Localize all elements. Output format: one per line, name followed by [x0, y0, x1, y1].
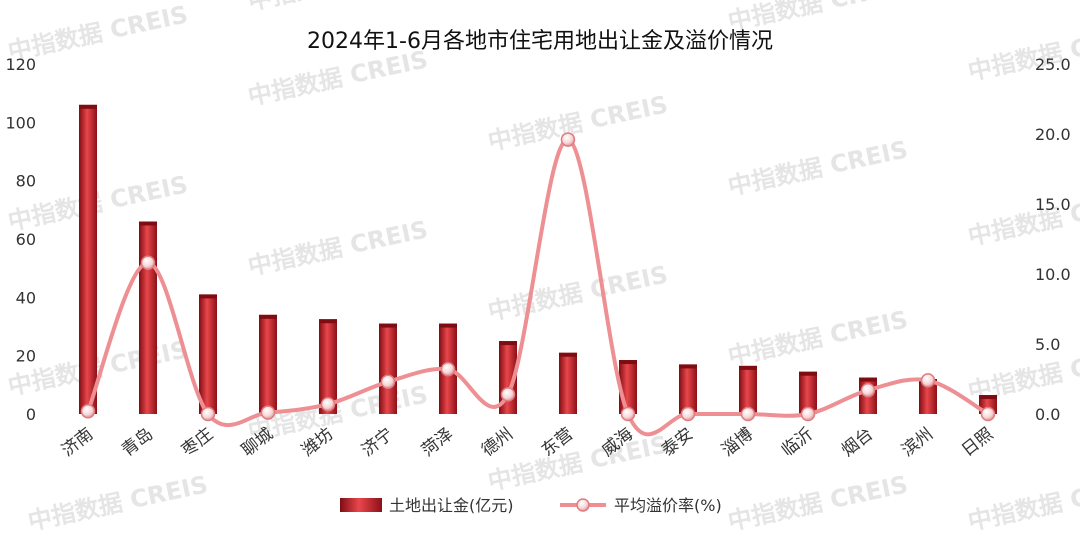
y-left-tick-label: 60	[16, 230, 36, 249]
rate-point-日照	[980, 406, 996, 422]
y-right-tick-label: 5.0	[1035, 335, 1060, 354]
bar-cap	[79, 104, 97, 109]
rate-point-济宁	[380, 374, 396, 390]
x-tick-label: 烟台	[838, 424, 877, 461]
bar-潍坊	[319, 319, 337, 414]
x-tick-label: 临沂	[778, 424, 817, 461]
rate-point-泰安	[680, 406, 696, 422]
y-left-tick-label: 100	[5, 113, 36, 132]
watermark-text: 中指数据 CREIS	[725, 470, 910, 535]
watermark-text: 中指数据 CREIS	[965, 470, 1080, 535]
bar-济南	[79, 104, 97, 414]
rate-point-滨州	[920, 373, 936, 388]
chart-title: 2024年1-6月各地市住宅用地出让金及溢价情况	[307, 29, 773, 54]
y-right-tick-label: 0.0	[1035, 405, 1060, 424]
legend: 土地出让金(亿元) 平均溢价率(%)	[340, 496, 722, 515]
bar-cap	[739, 365, 757, 370]
y-right-tick-label: 15.0	[1035, 195, 1071, 214]
bar-cap	[559, 352, 577, 357]
bar-cap	[319, 319, 337, 324]
bar-cap	[499, 341, 517, 346]
bar-cap	[139, 221, 157, 226]
x-tick-label: 德州	[478, 424, 517, 461]
y-right-tick-label: 25.0	[1035, 55, 1071, 74]
rate-point-威海	[620, 406, 636, 422]
rate-point-东营	[560, 132, 576, 147]
rate-point-青岛	[140, 255, 156, 271]
bar-青岛	[139, 221, 157, 414]
bar-cap	[799, 371, 817, 376]
watermark-text: 中指数据 CREIS	[245, 0, 430, 16]
watermark-text: 中指数据 CREIS	[725, 135, 910, 200]
legend-line-marker	[576, 498, 590, 512]
watermark-text: 中指数据 CREIS	[485, 260, 670, 325]
watermark-text: 中指数据 CREIS	[725, 305, 910, 370]
bar-泰安	[679, 364, 697, 414]
bar-cap	[619, 360, 637, 365]
bar-cap	[379, 323, 397, 328]
bar-滨州	[919, 379, 937, 414]
x-tick-label: 济宁	[358, 424, 397, 461]
bar-cap	[679, 364, 697, 369]
y-axis-left: 0 20 40 60 80 100 120	[5, 55, 36, 424]
rate-point-济南	[80, 403, 96, 419]
y-right-tick-label: 10.0	[1035, 265, 1071, 284]
bar-东营	[559, 352, 577, 414]
x-tick-label: 枣庄	[178, 424, 217, 461]
rate-point-淄博	[740, 406, 756, 422]
y-right-tick-label: 20.0	[1035, 125, 1071, 144]
legend-bar-swatch	[340, 498, 382, 512]
x-tick-label: 日照	[958, 424, 997, 461]
x-tick-label: 青岛	[118, 424, 157, 461]
bar-cap	[979, 395, 997, 400]
y-left-tick-label: 20	[16, 347, 36, 366]
bar-cap	[199, 294, 217, 299]
rate-point-枣庄	[200, 406, 216, 422]
x-tick-label: 菏泽	[418, 424, 457, 461]
line-series	[80, 132, 996, 437]
watermark-text: 中指数据 CREIS	[5, 335, 190, 400]
legend-bar-label: 土地出让金(亿元)	[389, 496, 514, 515]
bar-济宁	[379, 323, 397, 414]
rate-point-聊城	[260, 405, 276, 420]
x-tick-label: 济南	[58, 424, 97, 461]
y-left-tick-label: 40	[16, 288, 36, 307]
rate-point-临沂	[800, 406, 816, 422]
watermark-text: 中指数据 CREIS	[965, 20, 1080, 85]
y-left-tick-label: 80	[16, 172, 36, 191]
bar-聊城	[259, 314, 277, 414]
watermark-text: 中指数据 CREIS	[245, 45, 430, 110]
y-axis-right: 0.0 5.0 10.0 15.0 20.0 25.0	[1035, 55, 1071, 424]
bar-淄博	[739, 365, 757, 414]
bar-枣庄	[199, 294, 217, 414]
rate-point-德州	[500, 387, 516, 402]
rate-point-潍坊	[320, 396, 336, 412]
watermark-layer: 中指数据 CREIS 中指数据 CREIS 中指数据 CREIS 中指数据 CREIS…	[5, 0, 1080, 536]
y-left-tick-label: 120	[5, 55, 36, 74]
y-left-tick-label: 0	[26, 405, 36, 424]
bar-series	[79, 104, 997, 414]
rate-point-菏泽	[440, 361, 456, 377]
watermark-text: 中指数据 CREIS	[245, 215, 430, 280]
bar-cap	[439, 323, 457, 328]
bar-cap	[859, 377, 877, 382]
x-tick-label: 滨州	[898, 424, 937, 461]
watermark-text: 中指数据 CREIS	[485, 90, 670, 155]
bar-cap	[259, 314, 277, 319]
watermark-text: 中指数据 CREIS	[25, 470, 210, 535]
x-axis: 济南 青岛 枣庄 聊城 潍坊 济宁 菏泽 德州 东营 威海 泰安 淄博 临沂 烟台 滨州 日照	[58, 424, 997, 461]
bar-临沂	[799, 371, 817, 414]
legend-line-label: 平均溢价率(%)	[614, 496, 722, 515]
rate-point-烟台	[860, 382, 876, 398]
x-tick-label: 淄博	[718, 424, 757, 461]
